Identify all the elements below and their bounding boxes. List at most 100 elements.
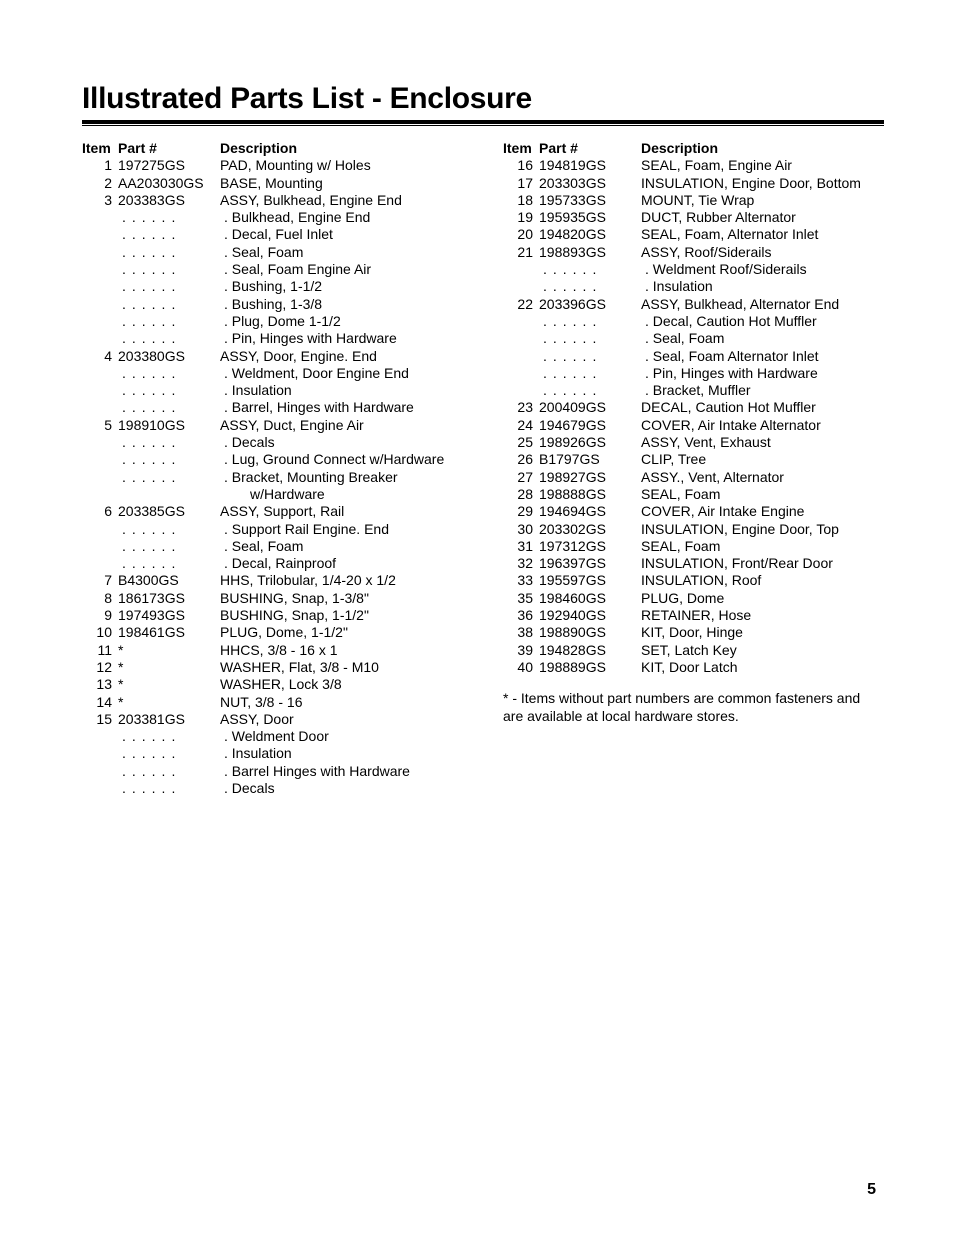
cell-leader-dots: ...... bbox=[118, 745, 224, 762]
cell-desc: . Pin, Hinges with Hardware bbox=[645, 365, 884, 382]
cell-leader-dots: ...... bbox=[539, 261, 645, 278]
cell-item: 14 bbox=[82, 694, 118, 711]
cell-leader-dots: ...... bbox=[118, 382, 224, 399]
cell-part: 194679GS bbox=[539, 417, 641, 434]
cell-item: 10 bbox=[82, 624, 118, 641]
cell-item bbox=[82, 313, 118, 330]
table-row: 15203381GSASSY, Door bbox=[82, 711, 463, 728]
cell-desc: . Weldment, Door Engine End bbox=[224, 365, 463, 382]
cell-desc: . Bushing, 1-1/2 bbox=[224, 278, 463, 295]
cell-item: 25 bbox=[503, 434, 539, 451]
cell-desc: ASSY, Duct, Engine Air bbox=[220, 417, 463, 434]
cell-desc: BUSHING, Snap, 1-3/8" bbox=[220, 590, 463, 607]
cell-part: 198888GS bbox=[539, 486, 641, 503]
cell-leader-dots: ...... bbox=[118, 296, 224, 313]
cell-desc: CLIP, Tree bbox=[641, 451, 884, 468]
table-row: 30203302GSINSULATION, Engine Door, Top bbox=[503, 521, 884, 538]
cell-item bbox=[503, 348, 539, 365]
cell-item: 13 bbox=[82, 676, 118, 693]
cell-desc: WASHER, Flat, 3/8 - M10 bbox=[220, 659, 463, 676]
cell-leader-dots: ...... bbox=[539, 313, 645, 330]
rule-heavy bbox=[82, 120, 884, 124]
cell-item: 26 bbox=[503, 451, 539, 468]
cell-item: 11 bbox=[82, 642, 118, 659]
table-row: ....... Insulation bbox=[503, 278, 884, 295]
cell-item bbox=[82, 244, 118, 261]
table-row: 29194694GSCOVER, Air Intake Engine bbox=[503, 503, 884, 520]
cell-desc: WASHER, Lock 3/8 bbox=[220, 676, 463, 693]
table-row: 18195733GSMOUNT, Tie Wrap bbox=[503, 192, 884, 209]
cell-desc: . Barrel, Hinges with Hardware bbox=[224, 399, 463, 416]
cell-part: 198890GS bbox=[539, 624, 641, 641]
cell-desc: BASE, Mounting bbox=[220, 175, 463, 192]
table-row: ....... Seal, Foam bbox=[82, 244, 463, 261]
cell-item bbox=[503, 261, 539, 278]
cell-desc: . Insulation bbox=[224, 745, 463, 762]
cell-item: 33 bbox=[503, 572, 539, 589]
cell-part: 203380GS bbox=[118, 348, 220, 365]
cell-part: * bbox=[118, 659, 220, 676]
cell-desc: . Decal, Rainproof bbox=[224, 555, 463, 572]
table-row: ....... Bracket, Muffler bbox=[503, 382, 884, 399]
cell-item bbox=[82, 382, 118, 399]
table-row: ....... Bulkhead, Engine End bbox=[82, 209, 463, 226]
table-row: w/Hardware bbox=[82, 486, 463, 503]
cell-leader-dots: ...... bbox=[539, 365, 645, 382]
table-row: 23200409GSDECAL, Caution Hot Muffler bbox=[503, 399, 884, 416]
table-row: ....... Seal, Foam Alternator Inlet bbox=[503, 348, 884, 365]
cell-item bbox=[503, 278, 539, 295]
cell-desc: INSULATION, Front/Rear Door bbox=[641, 555, 884, 572]
table-row: 5198910GSASSY, Duct, Engine Air bbox=[82, 417, 463, 434]
cell-desc: COVER, Air Intake Alternator bbox=[641, 417, 884, 434]
header-part: Part # bbox=[539, 140, 641, 157]
cell-desc: ASSY, Vent, Exhaust bbox=[641, 434, 884, 451]
cell-desc: . Barrel Hinges with Hardware bbox=[224, 763, 463, 780]
cell-leader-dots: ...... bbox=[539, 278, 645, 295]
cell-desc: ASSY, Support, Rail bbox=[220, 503, 463, 520]
cell-item bbox=[503, 382, 539, 399]
cell-item: 24 bbox=[503, 417, 539, 434]
table-row: ....... Barrel Hinges with Hardware bbox=[82, 763, 463, 780]
cell-part: 194694GS bbox=[539, 503, 641, 520]
cell-desc: SET, Latch Key bbox=[641, 642, 884, 659]
cell-desc: MOUNT, Tie Wrap bbox=[641, 192, 884, 209]
cell-item: 19 bbox=[503, 209, 539, 226]
table-row: ....... Pin, Hinges with Hardware bbox=[82, 330, 463, 347]
cell-part: * bbox=[118, 642, 220, 659]
cell-item: 12 bbox=[82, 659, 118, 676]
table-row: ....... Decal, Rainproof bbox=[82, 555, 463, 572]
table-row: 17203303GSINSULATION, Engine Door, Botto… bbox=[503, 175, 884, 192]
cell-item bbox=[82, 555, 118, 572]
table-row: ....... Bracket, Mounting Breaker bbox=[82, 469, 463, 486]
cell-leader-dots: ...... bbox=[539, 382, 645, 399]
cell-item: 8 bbox=[82, 590, 118, 607]
cell-leader-dots: ...... bbox=[118, 763, 224, 780]
cell-desc: BUSHING, Snap, 1-1/2" bbox=[220, 607, 463, 624]
cell-desc: . Plug, Dome 1-1/2 bbox=[224, 313, 463, 330]
cell-part: 198927GS bbox=[539, 469, 641, 486]
cell-part: 203303GS bbox=[539, 175, 641, 192]
cell-desc: ASSY, Bulkhead, Alternator End bbox=[641, 296, 884, 313]
table-row: ....... Insulation bbox=[82, 382, 463, 399]
cell-leader-dots: ...... bbox=[118, 244, 224, 261]
cell-desc: SEAL, Foam bbox=[641, 538, 884, 555]
cell-desc: . Seal, Foam bbox=[645, 330, 884, 347]
table-header: ItemPart #Description bbox=[82, 140, 463, 157]
cell-item: 29 bbox=[503, 503, 539, 520]
cell-part: 186173GS bbox=[118, 590, 220, 607]
table-row: 2AA203030GSBASE, Mounting bbox=[82, 175, 463, 192]
cell-item bbox=[82, 226, 118, 243]
cell-leader-dots: ...... bbox=[118, 780, 224, 797]
cell-part: 203385GS bbox=[118, 503, 220, 520]
table-row: ....... Insulation bbox=[82, 745, 463, 762]
cell-leader-dots: ...... bbox=[118, 469, 224, 486]
cell-item bbox=[82, 521, 118, 538]
cell-desc: . Decal, Fuel Inlet bbox=[224, 226, 463, 243]
cell-leader-dots: ...... bbox=[118, 313, 224, 330]
cell-part: 203381GS bbox=[118, 711, 220, 728]
cell-leader-dots: ...... bbox=[118, 365, 224, 382]
cell-part: B4300GS bbox=[118, 572, 220, 589]
cell-desc: SEAL, Foam, Alternator Inlet bbox=[641, 226, 884, 243]
cell-part: 203383GS bbox=[118, 192, 220, 209]
table-row: 35198460GSPLUG, Dome bbox=[503, 590, 884, 607]
